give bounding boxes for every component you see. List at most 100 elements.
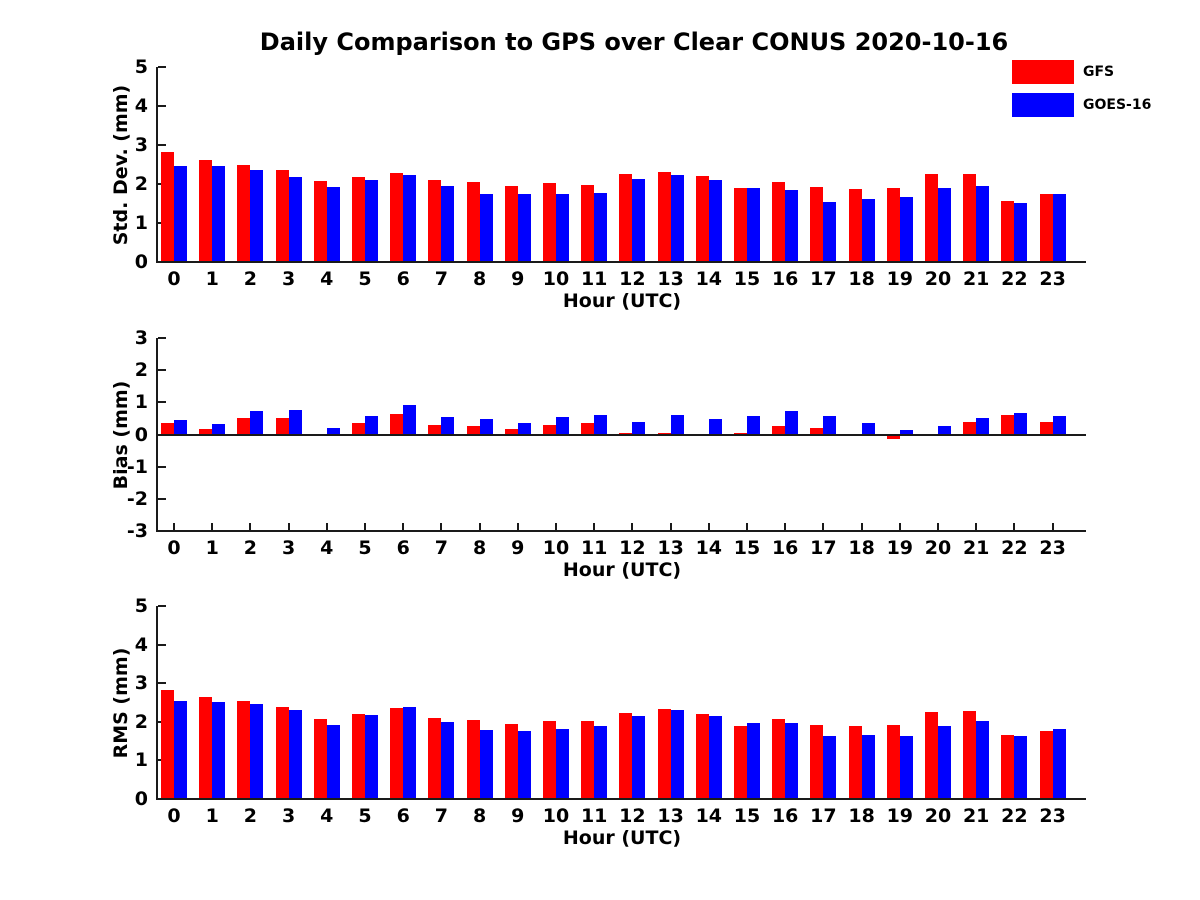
- bar-gfs-hour-10: [543, 720, 556, 799]
- y-tick-label: 0: [134, 788, 148, 810]
- x-tick-label: 10: [542, 268, 570, 290]
- x-tick-label: 23: [1039, 537, 1066, 559]
- y-tick-label: 3: [134, 134, 148, 156]
- legend-label-gfs: GFS: [1083, 64, 1115, 80]
- bar-goes-16-hour-19: [899, 429, 913, 435]
- bar-goes-16-hour-21: [976, 417, 990, 435]
- bar-gfs-hour-11: [581, 721, 595, 799]
- y-axis-line: [156, 606, 158, 800]
- bar-gfs-hour-5: [352, 713, 365, 799]
- x-tick-label: 0: [167, 537, 181, 559]
- x-tick-label: 12: [619, 805, 646, 827]
- bar-goes-16-hour-15: [747, 187, 760, 262]
- bar-gfs-hour-10: [543, 183, 556, 262]
- bar-goes-16-hour-3: [288, 710, 302, 799]
- x-tick-label: 16: [771, 268, 799, 290]
- x-tick-label: 21: [962, 268, 990, 290]
- zero-line: [156, 433, 1086, 436]
- x-tick: [555, 523, 557, 531]
- bar-goes-16-hour-5: [365, 714, 378, 799]
- x-tick-label: 6: [396, 268, 410, 290]
- x-axis-line: [156, 261, 1086, 263]
- x-tick-label: 20: [924, 805, 952, 827]
- x-tick-label: 17: [810, 268, 837, 290]
- y-tick: [158, 465, 166, 468]
- bar-goes-16-hour-21: [976, 186, 990, 262]
- x-tick-label: 0: [167, 268, 181, 290]
- bar-gfs-hour-3: [275, 169, 289, 262]
- rms-y-axis-label: RMS (mm): [110, 647, 132, 758]
- y-tick: [158, 682, 166, 685]
- x-tick-label: 14: [695, 537, 723, 559]
- bar-goes-16-hour-20: [938, 426, 951, 435]
- bar-gfs-hour-4: [313, 181, 327, 262]
- bar-goes-16-hour-0: [174, 165, 187, 262]
- x-tick-label: 4: [320, 805, 334, 827]
- bar-goes-16-hour-7: [441, 721, 455, 799]
- x-tick-label: 14: [695, 805, 723, 827]
- bar-gfs-hour-23: [1039, 421, 1053, 435]
- bar-goes-16-hour-8: [479, 194, 493, 262]
- bar-goes-16-hour-10: [556, 417, 569, 435]
- x-tick-label: 2: [243, 268, 257, 290]
- x-tick-label: 5: [358, 537, 372, 559]
- bar-gfs-hour-19: [886, 434, 900, 439]
- x-tick: [860, 523, 863, 531]
- bar-gfs-hour-16: [772, 181, 786, 262]
- bar-goes-16-hour-2: [250, 410, 264, 435]
- bar-goes-16-hour-17: [823, 201, 837, 262]
- bar-gfs-hour-9: [504, 723, 518, 799]
- gfs-color-swatch: [1012, 60, 1074, 84]
- bar-goes-16-hour-8: [479, 729, 493, 799]
- bar-gfs-hour-9: [504, 185, 518, 262]
- bar-goes-16-hour-9: [517, 730, 531, 799]
- y-tick-label: -2: [126, 487, 148, 510]
- y-tick: [158, 643, 166, 646]
- x-tick-label: 2: [243, 805, 257, 827]
- y-tick: [158, 369, 166, 372]
- y-tick-label: 0: [134, 423, 148, 446]
- y-tick-label: 5: [134, 56, 148, 78]
- bar-gfs-hour-5: [352, 423, 365, 435]
- bar-gfs-hour-2: [237, 417, 251, 435]
- x-tick-label: 22: [1001, 805, 1028, 827]
- bar-goes-16-hour-4: [326, 187, 340, 262]
- x-tick-label: 10: [542, 537, 570, 559]
- bar-goes-16-hour-6: [403, 404, 417, 435]
- y-tick-label: 1: [134, 212, 148, 234]
- bar-goes-16-hour-6: [403, 175, 417, 262]
- x-tick-label: 21: [962, 805, 990, 827]
- bar-goes-16-hour-22: [1014, 412, 1028, 435]
- x-tick-label: 3: [281, 805, 296, 827]
- x-tick-label: 14: [695, 268, 723, 290]
- y-tick-label: -3: [126, 520, 148, 542]
- x-tick: [593, 523, 596, 531]
- bar-goes-16-hour-12: [632, 421, 646, 435]
- x-tick-label: 2: [243, 537, 257, 559]
- x-tick: [440, 523, 443, 531]
- x-tick-label: 1: [205, 268, 219, 290]
- y-tick-label: 2: [134, 359, 148, 382]
- y-tick-label: 4: [134, 95, 148, 117]
- x-tick-label: 16: [771, 805, 799, 827]
- x-axis-line: [156, 530, 1086, 532]
- bar-goes-16-hour-6: [403, 706, 417, 799]
- x-tick-label: 5: [358, 805, 372, 827]
- x-tick: [249, 523, 252, 531]
- bar-gfs-hour-18: [848, 726, 862, 799]
- bar-gfs-hour-2: [237, 165, 251, 262]
- bar-goes-16-hour-14: [708, 180, 722, 262]
- x-tick-label: 8: [472, 805, 487, 827]
- y-tick: [158, 66, 166, 68]
- bar-gfs-hour-7: [428, 717, 442, 799]
- x-tick-label: 18: [848, 537, 875, 559]
- x-tick: [784, 523, 787, 531]
- y-tick-label: 0: [134, 251, 148, 273]
- bar-gfs-hour-1: [199, 697, 213, 799]
- bar-gfs-hour-7: [428, 425, 442, 435]
- bar-goes-16-hour-0: [174, 419, 187, 435]
- goes16-color-swatch: [1012, 93, 1074, 117]
- bar-goes-16-hour-1: [212, 165, 226, 262]
- bar-goes-16-hour-0: [174, 701, 187, 799]
